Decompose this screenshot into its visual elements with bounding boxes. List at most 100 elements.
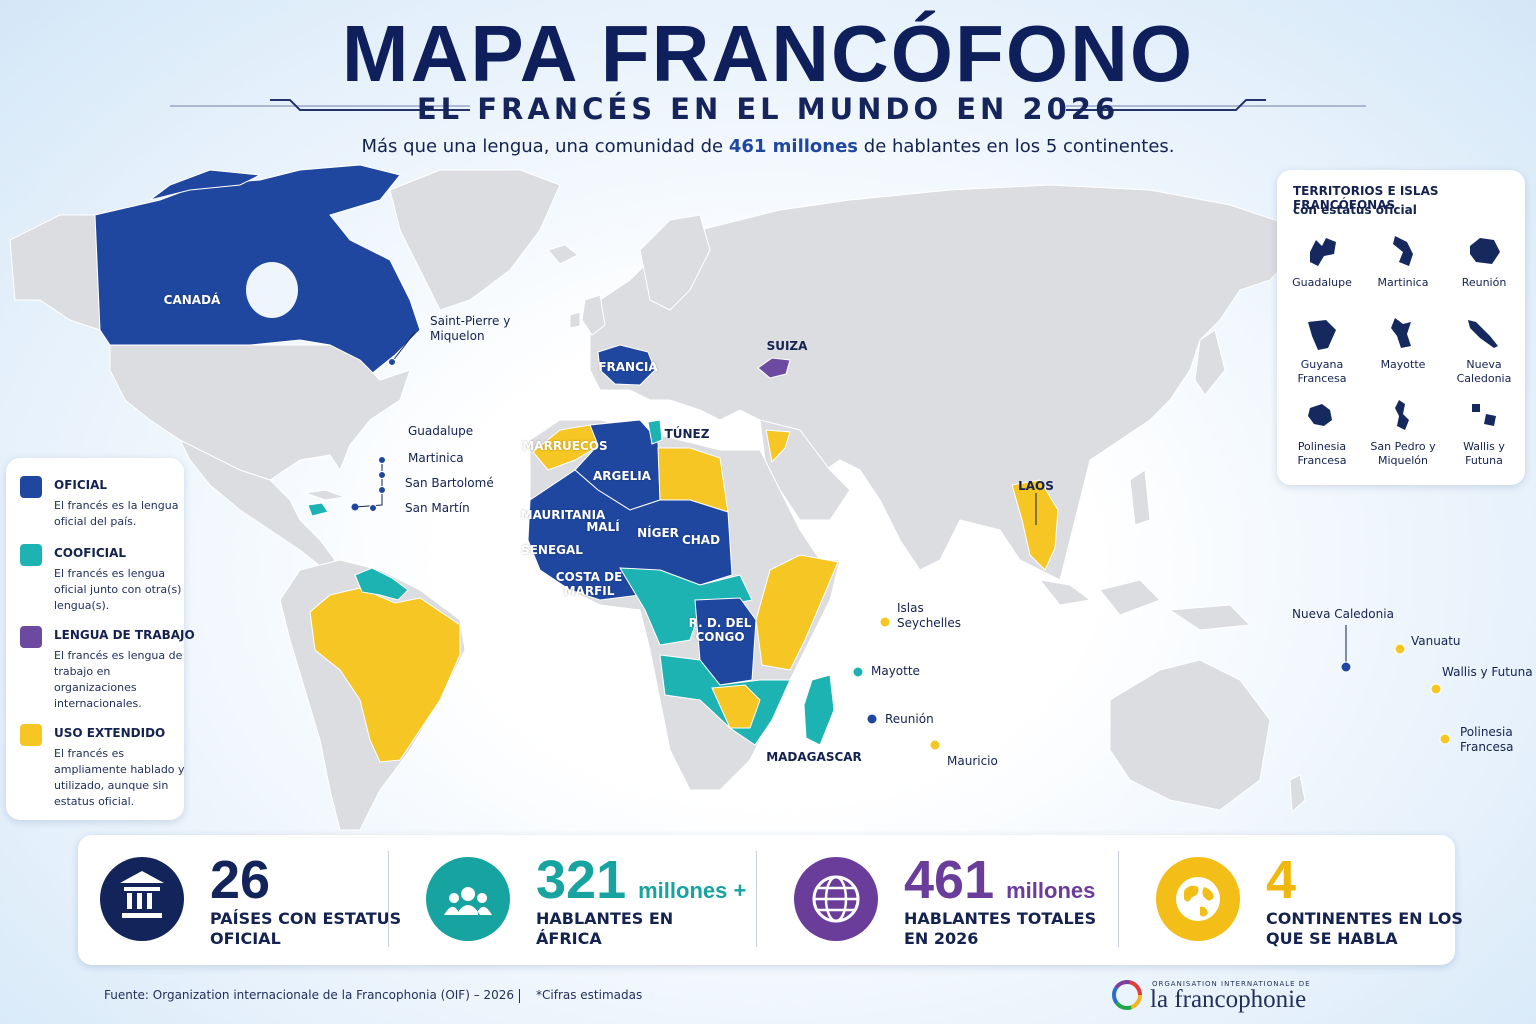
land <box>647 419 663 445</box>
territories-panel: TERRITORIOS E ISLAS FRANCÓFONAS con esta… <box>1277 170 1525 485</box>
land <box>639 214 711 311</box>
territory-label: Martinica <box>1377 276 1429 289</box>
dot <box>378 471 386 479</box>
callout-label: Polinesia Francesa <box>1460 725 1514 754</box>
land <box>1168 604 1252 631</box>
stat-unit: millones + <box>638 878 747 903</box>
territory: San Pedro y Miquelón <box>1363 396 1443 468</box>
territory-outline <box>1393 236 1413 266</box>
territory-outline <box>1308 404 1332 426</box>
stat: 4 CONTINENTES EN LOS QUE SE HABLA <box>1156 835 1486 965</box>
legend-description: El francés es ampliamente hablado y util… <box>54 747 185 808</box>
legend-description: El francés es lengua de trabajo en organ… <box>54 649 183 710</box>
dot <box>866 713 878 725</box>
land <box>9 214 101 331</box>
callout-label: San Bartolomé <box>405 476 494 490</box>
callout-label: Nueva Caledonia <box>1292 607 1394 621</box>
dot <box>378 486 386 494</box>
callout-label: Islas Seychelles <box>897 601 961 630</box>
land <box>755 554 839 671</box>
land <box>757 357 791 379</box>
icon-shape <box>1176 877 1220 921</box>
stat-number: 461 millones <box>904 849 1095 911</box>
stat-number: 4 <box>1266 849 1296 911</box>
land <box>1038 579 1092 606</box>
stat-value: 461 <box>904 850 995 910</box>
country-label: CHAD <box>681 533 721 547</box>
territory-shape <box>1308 404 1332 426</box>
stat-number: 26 <box>210 849 270 911</box>
callout-label: Wallis y Futuna <box>1442 665 1533 679</box>
source: Fuente: Organization internacionale de l… <box>104 988 515 1002</box>
legend: OFICIAL El francés es la lengua oficial d… <box>6 458 195 820</box>
stat-unit: millones <box>1006 878 1096 903</box>
hudson-bay <box>246 262 298 318</box>
territory-label: San Pedro y Miquelón <box>1370 440 1436 467</box>
dot <box>879 616 891 628</box>
callout-label: Saint-Pierre y Miquelon <box>430 314 511 343</box>
country-label: MARRUECOS <box>522 439 608 453</box>
stat-icon <box>100 857 184 941</box>
land <box>307 502 329 517</box>
territory-shape <box>1395 400 1409 430</box>
territory-shape <box>1391 318 1411 348</box>
land <box>765 429 791 464</box>
land <box>309 587 461 763</box>
land <box>149 169 262 201</box>
pointer <box>391 331 416 363</box>
callout-label: Reunión <box>885 712 934 726</box>
note: *Cifras estimadas <box>536 988 643 1002</box>
dot <box>929 739 941 751</box>
stat-value: 321 <box>536 850 627 910</box>
tagline: Más que una lengua, una comunidad de 461… <box>0 136 1536 157</box>
stat: 321 millones + HABLANTES EN ÁFRICA <box>426 835 756 965</box>
callout-label: Mauricio <box>947 754 998 768</box>
territory-shape <box>1310 238 1336 266</box>
territory-outline <box>1395 400 1409 430</box>
land <box>527 469 733 601</box>
land <box>1109 659 1271 811</box>
land <box>803 674 835 746</box>
territory: Wallis y Futuna <box>1444 396 1524 468</box>
callout-label: Martinica <box>408 451 464 465</box>
stat-icon <box>426 857 510 941</box>
tagline-text: de hablantes en los 5 continentes. <box>863 136 1175 157</box>
icon-shape <box>449 887 488 903</box>
stat: 461 millones HABLANTES TOTALES EN 2026 <box>794 835 1124 965</box>
territory-label: Wallis y Futuna <box>1463 440 1505 467</box>
separator <box>756 851 757 947</box>
icon-shape <box>124 887 160 891</box>
icon <box>1176 877 1220 921</box>
stat-label: HABLANTES TOTALES EN 2026 <box>904 909 1097 948</box>
icon <box>120 871 164 918</box>
logo-arc <box>1112 980 1142 1010</box>
header-rule <box>270 99 470 111</box>
country-label: R. D. DEL CONGO <box>688 616 752 644</box>
subtitle: EL FRANCÉS EN EL MUNDO EN 2026 <box>416 92 1120 126</box>
legend-swatch <box>20 626 42 648</box>
legend-title: USO EXTENDIDO <box>54 726 166 740</box>
land <box>547 244 579 265</box>
dot <box>1340 661 1352 673</box>
icon-shape <box>1184 885 1214 917</box>
icon-shape <box>122 913 162 918</box>
land <box>354 567 409 601</box>
stat: 26 PAÍSES CON ESTATUS OFICIAL <box>100 835 430 965</box>
territory-label: Reunión <box>1461 276 1507 289</box>
logo-arc <box>1112 980 1142 1010</box>
territory: Mayotte <box>1363 314 1443 372</box>
land <box>589 184 1301 581</box>
dot <box>1430 683 1442 695</box>
dot <box>388 358 396 366</box>
stat-label: HABLANTES EN ÁFRICA <box>536 909 674 948</box>
country-label: SENEGAL <box>521 543 583 557</box>
territory-shape <box>1308 320 1336 350</box>
territory: Nueva Caledonia <box>1444 314 1524 386</box>
land <box>304 489 346 501</box>
legend-description: El francés es lengua oficial junto con o… <box>54 567 182 612</box>
territory-shape <box>1468 320 1498 348</box>
stat-icon <box>1156 857 1240 941</box>
territory-outline <box>1472 404 1496 426</box>
callout-label: Mayotte <box>871 664 920 678</box>
